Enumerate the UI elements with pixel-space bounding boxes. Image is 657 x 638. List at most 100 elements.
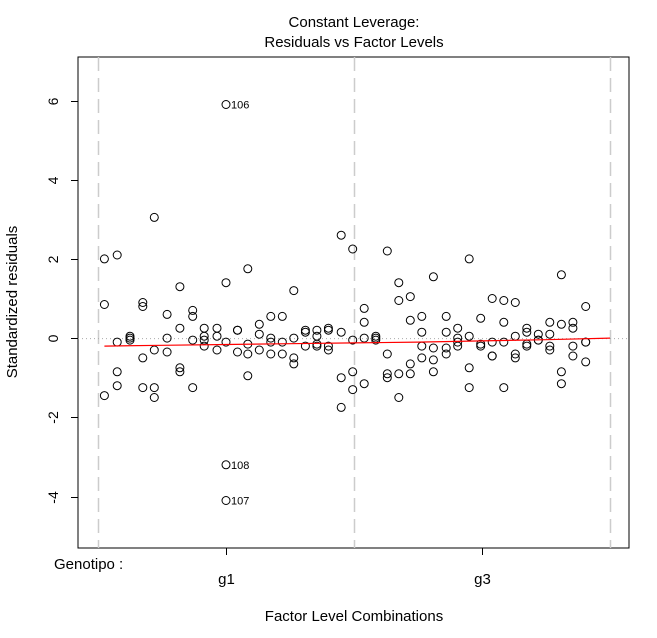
data-point (243, 264, 253, 274)
data-point (568, 323, 578, 333)
data-point (394, 296, 404, 305)
data-point (243, 349, 253, 359)
data-point (138, 298, 148, 307)
data-point (568, 341, 578, 351)
data-point (464, 254, 474, 264)
data-point (175, 323, 185, 333)
data-point (323, 323, 333, 333)
data-point (175, 367, 185, 377)
data-point (487, 351, 497, 361)
data-point (221, 337, 231, 347)
data-point (212, 331, 222, 341)
data-point (533, 329, 543, 339)
data-point (348, 244, 358, 254)
data-point (277, 311, 287, 321)
data-point (312, 331, 322, 341)
y-tick-label: 6 (45, 97, 61, 105)
data-point (323, 325, 333, 335)
chart-subtitle: Residuals vs Factor Levels (264, 34, 443, 51)
data-point (417, 311, 427, 321)
data-point (233, 347, 242, 357)
data-point (405, 369, 415, 379)
data-point (289, 353, 299, 363)
data-point (556, 319, 566, 329)
outlier-label: 107 (231, 496, 249, 508)
data-point (464, 331, 474, 341)
data-point (199, 335, 209, 345)
data-point (556, 270, 566, 280)
data-point (212, 345, 222, 355)
data-point (99, 254, 109, 264)
data-point (453, 337, 463, 347)
y-tick-label: -4 (45, 491, 61, 504)
data-point (359, 317, 369, 327)
data-point (464, 383, 474, 393)
data-point (371, 333, 381, 343)
data-point (476, 313, 486, 323)
data-point (188, 335, 198, 345)
data-point (336, 327, 346, 337)
data-point (417, 341, 427, 351)
data-point (112, 250, 122, 260)
data-point (188, 311, 198, 321)
data-point (476, 341, 486, 351)
data-point (441, 349, 451, 359)
data-point (221, 496, 231, 505)
data-point (428, 367, 438, 377)
outlier-label: 106 (231, 100, 249, 112)
data-point (405, 359, 415, 369)
data-point (99, 300, 109, 309)
data-point (453, 341, 463, 351)
data-point (266, 311, 276, 321)
data-point (499, 296, 509, 305)
x-axis-label: Factor Level Combinations (265, 608, 443, 625)
data-point (441, 327, 451, 337)
level-separators (97, 57, 612, 548)
data-point (510, 331, 520, 341)
x-tick-label: g3 (474, 571, 491, 588)
data-point (522, 323, 532, 333)
data-point (336, 230, 346, 240)
data-point (336, 373, 346, 383)
data-point (382, 246, 392, 256)
x-axis: g1 g3 (218, 548, 491, 588)
data-point (394, 369, 404, 379)
data-point (138, 302, 148, 311)
data-point (359, 379, 369, 389)
data-point (289, 359, 299, 369)
data-point (300, 327, 310, 337)
data-point (417, 327, 427, 337)
data-point (545, 317, 555, 327)
chart-title: Constant Leverage: (289, 14, 420, 31)
smoother-line (104, 337, 611, 347)
data-point (300, 341, 310, 351)
data-point (199, 341, 209, 351)
data-point (499, 317, 509, 327)
y-tick-label: 0 (45, 334, 61, 342)
data-point (545, 345, 555, 355)
data-point (149, 383, 159, 393)
data-point (175, 363, 185, 373)
y-tick-label: -2 (45, 411, 61, 424)
data-point (149, 393, 159, 402)
data-point (499, 383, 509, 393)
data-point (112, 381, 122, 391)
data-point (394, 393, 404, 402)
data-point (510, 349, 520, 359)
y-axis-label: Standardized residuals (4, 226, 21, 379)
data-point (441, 343, 451, 353)
data-point (499, 337, 509, 347)
outlier-label: 108 (231, 460, 249, 472)
data-point (522, 327, 532, 337)
data-point (323, 345, 333, 355)
data-point (522, 341, 532, 351)
data-point (175, 282, 185, 292)
data-point (428, 343, 438, 353)
data-point (382, 373, 392, 383)
data-point (545, 341, 555, 351)
data-point (323, 341, 333, 351)
data-point (348, 335, 358, 345)
data-point (188, 305, 198, 315)
data-point (254, 319, 264, 329)
